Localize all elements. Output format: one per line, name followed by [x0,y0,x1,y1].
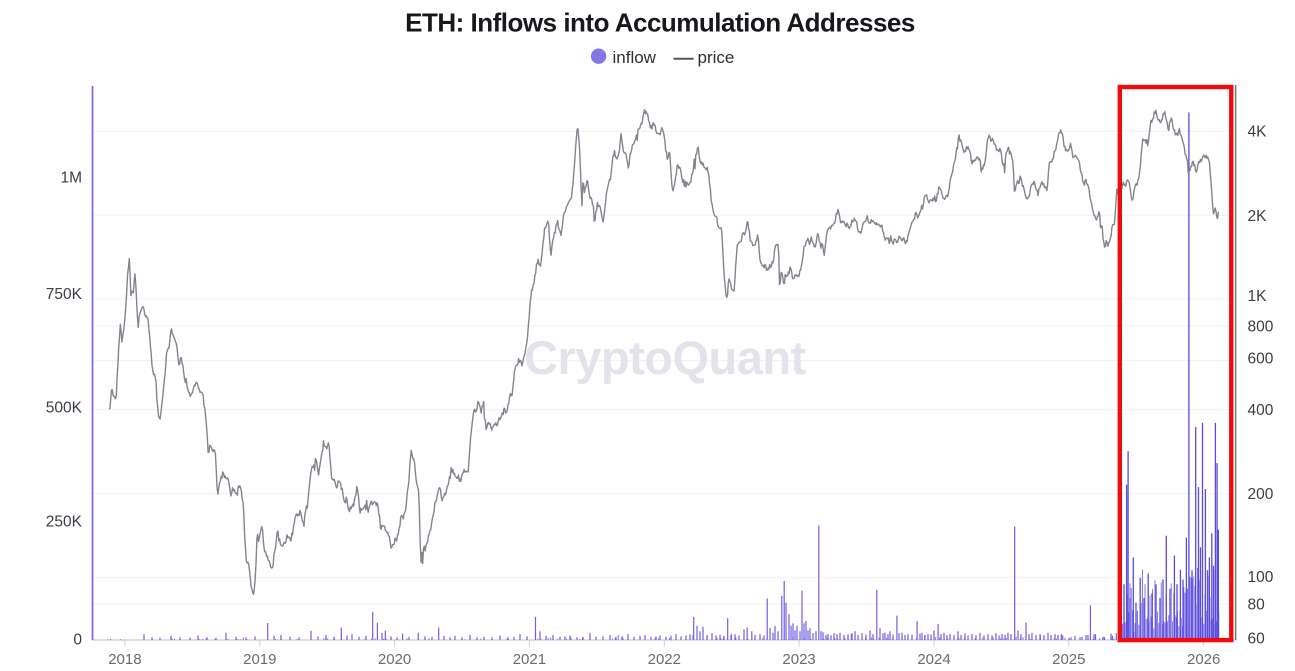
svg-text:600: 600 [1248,351,1274,368]
svg-text:4K: 4K [1248,124,1268,141]
svg-text:2018: 2018 [108,651,141,668]
svg-text:100: 100 [1248,569,1274,586]
svg-text:2019: 2019 [243,651,276,668]
svg-text:ETH: Inflows into Accumulation: ETH: Inflows into Accumulation Addresses [405,7,915,37]
svg-text:CryptoQuant: CryptoQuant [524,331,807,384]
svg-text:200: 200 [1248,486,1274,503]
svg-text:2023: 2023 [782,651,815,668]
svg-text:750K: 750K [46,286,83,303]
svg-text:0: 0 [73,631,82,648]
svg-text:800: 800 [1248,319,1274,336]
svg-text:400: 400 [1248,402,1274,419]
svg-text:2022: 2022 [648,651,681,668]
svg-text:price: price [698,48,735,67]
svg-text:500K: 500K [46,400,83,417]
svg-text:1K: 1K [1248,288,1268,305]
svg-text:60: 60 [1248,630,1266,647]
svg-text:250K: 250K [46,514,83,531]
svg-text:inflow: inflow [613,48,657,67]
svg-text:2025: 2025 [1052,651,1085,668]
svg-text:2026: 2026 [1187,651,1220,668]
svg-text:2021: 2021 [513,651,546,668]
svg-text:80: 80 [1248,597,1266,614]
svg-text:2020: 2020 [378,651,411,668]
svg-text:2K: 2K [1248,208,1268,225]
svg-text:1M: 1M [60,169,82,186]
svg-text:2024: 2024 [917,651,950,668]
